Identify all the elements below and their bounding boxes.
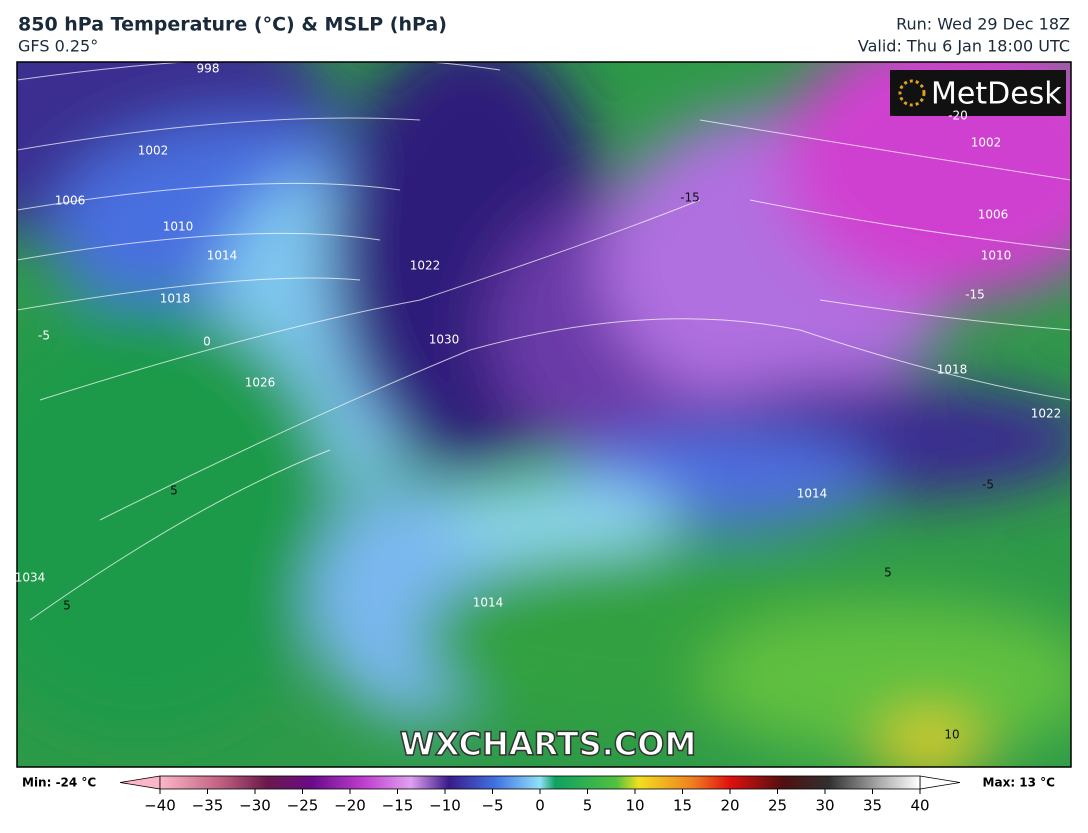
min-label: Min: -24 °C bbox=[22, 776, 96, 790]
colorbar-low-arrow bbox=[119, 775, 161, 790]
contour-label: 1030 bbox=[429, 333, 460, 347]
contour-label: 1006 bbox=[978, 208, 1009, 222]
contour-label: 1034 bbox=[15, 571, 46, 585]
max-label: Max: 13 °C bbox=[983, 776, 1056, 790]
valid-time: Valid: Thu 6 Jan 18:00 UTC bbox=[858, 37, 1070, 56]
contour-label: 1022 bbox=[410, 259, 441, 273]
contour-label: -20 bbox=[948, 109, 968, 123]
colorbar-high-arrow bbox=[919, 775, 961, 790]
colorbar-tick-label: −30 bbox=[239, 797, 271, 815]
map bbox=[17, 62, 1071, 767]
contour-label: 1002 bbox=[971, 136, 1002, 150]
colorbar-tick-label: −5 bbox=[481, 797, 503, 815]
contour-label: 1026 bbox=[245, 376, 276, 390]
colorbar-tick-label: 20 bbox=[720, 797, 739, 815]
colorbar-tick-label: −20 bbox=[334, 797, 366, 815]
contour-label: 1014 bbox=[207, 249, 238, 263]
contour-label: -5 bbox=[38, 329, 50, 343]
colorbar-tick-label: −15 bbox=[382, 797, 414, 815]
title: 850 hPa Temperature (°C) & MSLP (hPa) bbox=[18, 14, 447, 36]
contour-label: 1006 bbox=[55, 194, 86, 208]
colorbar-tick-label: 0 bbox=[535, 797, 545, 815]
logo-box bbox=[890, 70, 1066, 116]
colorbar-tick-label: 40 bbox=[910, 797, 929, 815]
contour-label: 5 bbox=[884, 566, 892, 580]
contour-label: 0 bbox=[203, 335, 211, 349]
contour-label: 1014 bbox=[473, 596, 504, 610]
logo-icon bbox=[898, 79, 926, 107]
contour-label: 5 bbox=[170, 484, 178, 498]
contour-label: -15 bbox=[965, 288, 985, 302]
run-time: Run: Wed 29 Dec 18Z bbox=[896, 15, 1070, 34]
contour-label: 5 bbox=[63, 599, 71, 613]
colorbar-tick-label: 5 bbox=[583, 797, 593, 815]
contour-label: 1022 bbox=[1031, 407, 1062, 421]
contour-label: 10 bbox=[944, 728, 959, 742]
subtitle: GFS 0.25° bbox=[18, 37, 98, 56]
contour-label: -15 bbox=[680, 191, 700, 205]
colorbar bbox=[159, 775, 921, 790]
contour-label: 1010 bbox=[981, 249, 1012, 263]
colorbar-tick-label: 25 bbox=[768, 797, 787, 815]
contour-label: 998 bbox=[197, 62, 220, 76]
colorbar-tick-label: 30 bbox=[815, 797, 834, 815]
contour-label: -5 bbox=[982, 478, 994, 492]
map-frame bbox=[16, 61, 1072, 768]
colorbar-tick-label: −10 bbox=[429, 797, 461, 815]
colorbar-tick-label: −25 bbox=[287, 797, 319, 815]
colorbar-tick-label: −35 bbox=[192, 797, 224, 815]
watermark: WXCHARTS.COM bbox=[400, 725, 697, 763]
contour-label: 1002 bbox=[138, 144, 169, 158]
contour-label: 1018 bbox=[937, 363, 968, 377]
colorbar-tick-label: −40 bbox=[144, 797, 176, 815]
colorbar-tick-label: 10 bbox=[625, 797, 644, 815]
contour-label: 1014 bbox=[797, 487, 828, 501]
colorbar-tick-label: 35 bbox=[863, 797, 882, 815]
contour-label: 1018 bbox=[160, 292, 191, 306]
logo-text: MetDesk bbox=[931, 77, 1062, 112]
contour-label: 1010 bbox=[163, 220, 194, 234]
colorbar-tick-label: 15 bbox=[673, 797, 692, 815]
